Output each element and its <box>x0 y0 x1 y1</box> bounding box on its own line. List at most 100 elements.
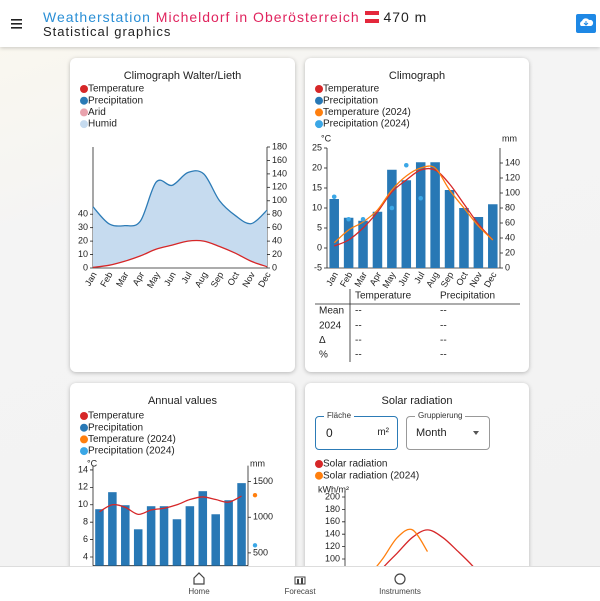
y-tick-label: 6 <box>83 534 88 544</box>
x-tick-label: Dec <box>256 270 273 289</box>
y-tick-label: 20 <box>78 235 88 245</box>
legend-label: Precipitation <box>323 95 378 106</box>
area-input[interactable]: Fläche 0 m² <box>315 411 398 450</box>
x-tick-label: Jul <box>412 270 426 285</box>
bar <box>387 169 397 268</box>
bar <box>401 180 412 268</box>
bar <box>329 199 339 268</box>
series-dot <box>360 216 366 222</box>
x-tick-label: Mar <box>114 270 130 288</box>
y-tick-label: 120 <box>325 541 340 551</box>
legend-swatch <box>80 412 88 420</box>
y2-tick-label: 160 <box>272 155 287 165</box>
series-dot <box>403 162 409 168</box>
bar <box>198 491 208 566</box>
y-tick-label: 12 <box>78 482 88 492</box>
area-value: 0 <box>326 426 333 440</box>
legend-swatch <box>80 447 88 456</box>
x-tick-label: Feb <box>338 270 354 288</box>
x-tick-label: Nov <box>240 270 257 289</box>
nav-home[interactable]: Home <box>188 587 210 596</box>
menu-button[interactable] <box>11 19 22 29</box>
chart-title: Climograph Walter/Lieth <box>124 70 242 82</box>
legend-label: Precipitation <box>88 422 143 433</box>
legend-label: Arid <box>88 107 106 118</box>
legend-label: Precipitation (2024) <box>323 119 410 130</box>
y2-tick-label: 20 <box>272 249 282 259</box>
x-tick-label: Feb <box>98 270 114 288</box>
x-tick-label: Sep <box>209 270 226 289</box>
y2-axis-label: mm <box>250 458 265 468</box>
y2-tick-label: 100 <box>505 187 520 197</box>
y-tick-label: 180 <box>325 504 340 514</box>
x-tick-label: Aug <box>424 270 441 289</box>
y-tick-label: -5 <box>314 262 322 272</box>
legend-label: Humid <box>88 119 117 130</box>
x-tick-label: Jun <box>162 270 178 288</box>
card-walter-lieth: Climograph Walter/Lieth Temperature Precip… <box>70 58 295 372</box>
table-column-header: Precipitation <box>440 291 495 302</box>
x-tick-label: Jun <box>396 270 412 288</box>
bottom-nav: Home Forecast Instruments <box>0 566 600 601</box>
bar <box>237 483 246 566</box>
legend-swatch <box>80 120 88 129</box>
y-tick-label: 30 <box>78 222 88 232</box>
series-point <box>252 492 258 498</box>
y-tick-label: 10 <box>78 249 88 259</box>
nav-forecast[interactable]: Forecast <box>284 587 316 596</box>
table-cell: -- <box>355 306 362 317</box>
legend-swatch <box>315 108 323 117</box>
legend-label: Precipitation <box>88 95 143 106</box>
series-line <box>333 165 494 244</box>
y-axis-label: °C <box>321 133 332 143</box>
legend-label: Temperature <box>88 411 145 422</box>
series-line <box>92 239 268 268</box>
y-tick-label: 100 <box>325 553 340 563</box>
y2-tick-label: 0 <box>272 262 277 272</box>
y2-tick-label: 120 <box>272 182 287 192</box>
legend-label: Solar radiation (2024) <box>323 470 419 481</box>
station-name: Weatherstation <box>43 9 151 25</box>
bar <box>459 208 469 268</box>
x-tick-label: Oct <box>225 270 241 288</box>
chart-title: Solar radiation <box>382 395 453 407</box>
card-solar: Solar radiation Solar radiation Solar radi… <box>305 383 529 600</box>
chart-title: Climograph <box>389 70 445 82</box>
area-unit: m² <box>377 427 389 438</box>
legend-label: Temperature <box>323 84 380 95</box>
forecast-icon <box>294 576 306 585</box>
series-dot <box>418 195 424 201</box>
grouping-select[interactable]: Gruppierung Month <box>406 411 490 450</box>
place-name: Micheldorf in Oberösterreich <box>155 9 360 25</box>
area-label: Fläche <box>324 411 355 420</box>
bar <box>372 211 383 268</box>
table-row-label: 2024 <box>319 320 342 331</box>
y2-tick-label: 40 <box>272 235 282 245</box>
series-line <box>333 167 494 247</box>
table-cell: -- <box>440 335 447 346</box>
legend-swatch <box>80 85 88 93</box>
nav-instruments[interactable]: Instruments <box>379 587 421 596</box>
y-tick-label: 5 <box>317 222 322 232</box>
y-tick-label: 0 <box>317 242 322 252</box>
series-line <box>92 170 268 227</box>
y2-tick-label: 40 <box>505 232 515 242</box>
legend-swatch <box>315 85 323 93</box>
legend-label: Solar radiation <box>323 459 387 470</box>
legend-label: Temperature (2024) <box>88 434 176 445</box>
legend-swatch <box>315 460 323 468</box>
download-button[interactable] <box>576 14 596 33</box>
bar <box>211 514 220 566</box>
legend-label: Temperature (2024) <box>323 107 411 118</box>
y-tick-label: 20 <box>312 162 322 172</box>
series-dot <box>346 216 351 222</box>
bar <box>133 529 143 566</box>
y2-tick-label: 60 <box>272 222 282 232</box>
table-cell: -- <box>440 320 447 331</box>
legend-swatch <box>315 120 323 129</box>
bar <box>358 220 368 268</box>
dropdown-arrow <box>473 431 479 435</box>
bar <box>488 204 498 268</box>
flag <box>364 11 379 23</box>
